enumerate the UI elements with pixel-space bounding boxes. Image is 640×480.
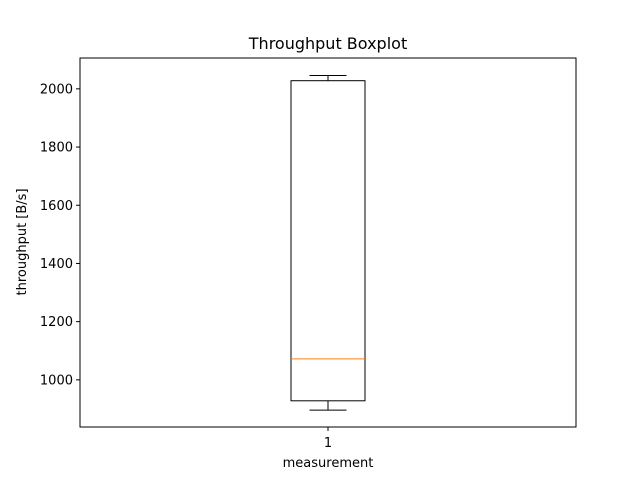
y-tick-label: 1200 — [40, 315, 73, 330]
y-tick-label: 1800 — [40, 141, 73, 156]
x-tick-label: 1 — [324, 436, 332, 451]
x-axis: 1 — [324, 427, 332, 451]
y-tick-label: 1600 — [40, 199, 73, 214]
y-tick-label: 1400 — [40, 257, 73, 272]
y-axis-label: throughput [B/s] — [15, 188, 30, 295]
box-series — [290, 74, 366, 411]
plot-area — [79, 57, 577, 428]
y-axis: 1000 1200 1400 1600 1800 2000 — [40, 82, 80, 388]
chart-title: Throughput Boxplot — [248, 34, 407, 53]
iqr-box — [290, 80, 366, 402]
y-tick-label: 2000 — [40, 82, 73, 97]
y-tick-label: 1000 — [40, 373, 73, 388]
x-axis-label: measurement — [283, 456, 374, 471]
